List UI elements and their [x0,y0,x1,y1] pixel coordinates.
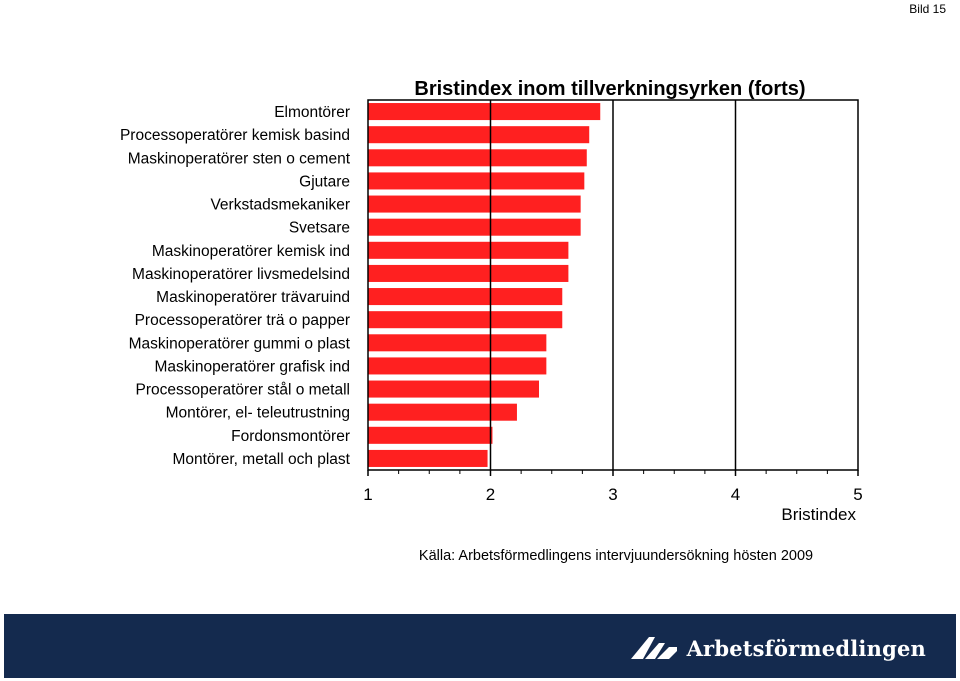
x-axis-ticks: 1 2 3 4 5 [363,470,863,504]
bar [367,287,564,307]
bar [367,310,564,330]
category-label: Fordonsmontörer [231,428,350,445]
x-axis-label: Bristindex [781,505,856,524]
bar [367,102,602,122]
bar [367,148,588,168]
x-tick-label: 4 [731,485,740,504]
category-label: Processoperatörer trä o papper [135,312,350,329]
bar [367,217,582,237]
category-label: Elmontörer [274,104,350,121]
bar [367,125,591,145]
bar [367,333,548,353]
bar [367,240,570,260]
bar [367,171,586,191]
slide-number: Bild 15 [909,2,946,16]
x-tick-label: 1 [363,485,372,504]
bar [367,448,489,468]
bar [367,425,494,445]
chart-title: Bristindex inom tillverkningsyrken (fort… [414,78,805,100]
bar [367,263,570,283]
category-label: Maskinoperatörer livsmedelsind [132,266,350,283]
category-label: Gjutare [299,173,350,190]
category-label: Processoperatörer kemisk basind [120,127,350,144]
category-label: Maskinoperatörer grafisk ind [154,358,350,375]
category-label: Maskinoperatörer gummi o plast [129,335,351,352]
brand-logo[interactable]: Arbetsförmedlingen [629,630,926,666]
source-note: Källa: Arbetsförmedlingens intervjuunder… [419,548,813,564]
category-label: Maskinoperatörer kemisk ind [152,243,350,260]
category-label: Svetsare [289,220,350,237]
x-tick-label: 2 [486,485,495,504]
bar [367,356,548,376]
footer-band: Arbetsförmedlingen [4,614,956,678]
gridlines [489,100,737,470]
category-label: Processoperatörer stål o metall [135,382,350,399]
x-tick-label: 3 [608,485,617,504]
bars [367,102,602,468]
category-label: Verkstadsmekaniker [210,197,350,214]
logo-text: Arbetsförmedlingen [686,635,926,661]
arbetsformedlingen-logo-icon [630,637,677,659]
bar [367,194,582,214]
category-label: Maskinoperatörer sten o cement [128,150,351,167]
category-label: Montörer, el- teleutrustning [166,405,350,422]
x-tick-label: 5 [853,485,862,504]
category-labels: Elmontörer Processoperatörer kemisk basin… [120,104,351,468]
category-label: Maskinoperatörer trävaruind [156,289,350,306]
bar [367,379,540,399]
bar [367,402,518,422]
category-label: Montörer, metall och plast [173,451,351,468]
bar-chart: Elmontörer Processoperatörer kemisk basin… [120,78,863,564]
